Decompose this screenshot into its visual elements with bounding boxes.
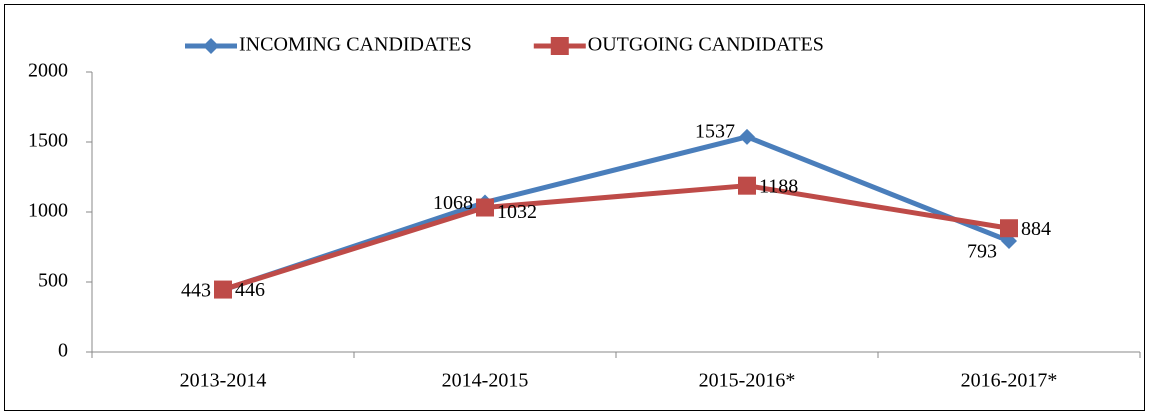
x-tick-label: 2016-2017*: [961, 370, 1058, 392]
data-label: 1537: [695, 120, 735, 142]
x-tick-label: 2014-2015: [442, 370, 529, 392]
data-label: 1032: [497, 201, 537, 223]
point-marker: [1000, 219, 1018, 238]
y-tick-label: 500: [38, 270, 68, 292]
data-label: 793: [967, 241, 997, 263]
chart-border: [4, 4, 1145, 411]
series-line: [222, 134, 1010, 293]
data-label: 443: [181, 280, 211, 302]
series-line: [222, 183, 1010, 292]
x-tick-label: 2015-2016*: [699, 370, 796, 392]
y-tick-label: 0: [58, 340, 68, 362]
data-label: 1068: [433, 192, 473, 214]
legend-marker: [550, 37, 569, 55]
point-marker: [739, 128, 755, 145]
y-tick-label: 1500: [28, 130, 68, 152]
x-tick-label: 2013-2014: [180, 370, 267, 392]
data-label: 1188: [759, 175, 798, 197]
point-marker: [214, 280, 232, 299]
legend-label: OUTGOING CANDIDATES: [588, 34, 824, 56]
y-tick-label: 1000: [28, 200, 68, 222]
data-label: 446: [235, 279, 265, 301]
y-tick-label: 2000: [28, 60, 68, 82]
legend-label: INCOMING CANDIDATES: [239, 34, 472, 56]
data-label: 884: [1021, 218, 1051, 240]
point-marker: [738, 176, 756, 195]
legend-marker: [203, 38, 219, 54]
point-marker: [476, 198, 494, 217]
